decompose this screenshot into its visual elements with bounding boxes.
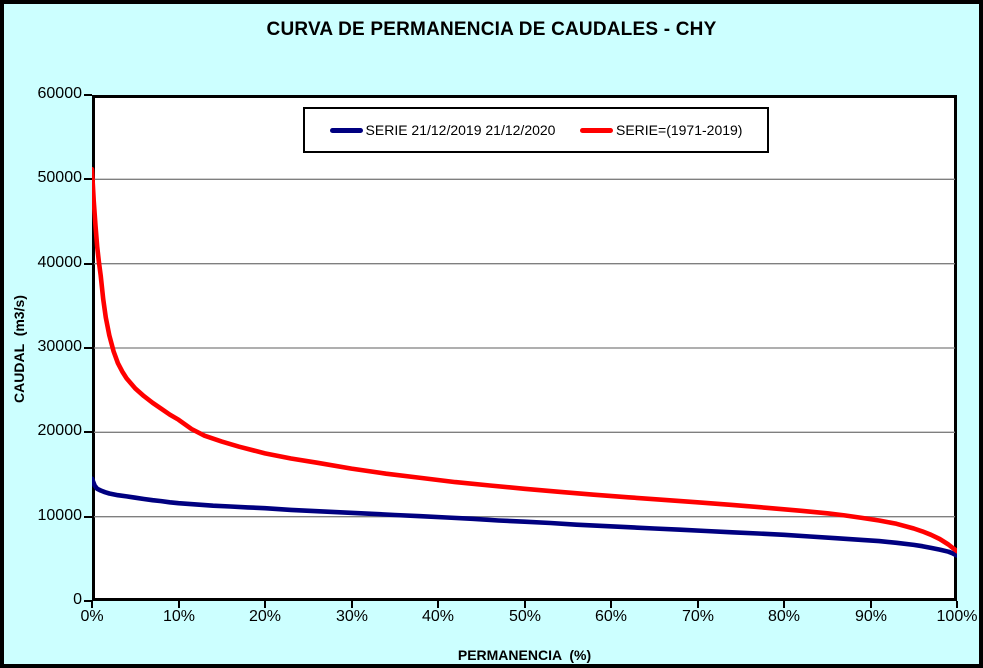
y-axis-tick-mark bbox=[84, 347, 92, 349]
legend-entry-series-2019-2020: SERIE 21/12/2019 21/12/2020 bbox=[329, 122, 556, 138]
x-axis-tick-mark bbox=[697, 601, 699, 608]
x-axis-tick-label: 50% bbox=[508, 608, 542, 625]
x-axis-tick-label: 0% bbox=[80, 608, 104, 625]
x-axis-tick-label: 80% bbox=[767, 608, 801, 625]
x-axis-tick-mark bbox=[351, 601, 353, 608]
x-axis-title: PERMANENCIA (%) bbox=[457, 647, 592, 663]
legend-label: SERIE=(1971-2019) bbox=[616, 122, 743, 138]
plot-area bbox=[92, 95, 957, 601]
y-axis-tick-label: 0 bbox=[73, 591, 82, 608]
x-axis-tick-label: 90% bbox=[854, 608, 888, 625]
y-axis-tick-label: 60000 bbox=[37, 85, 83, 102]
blue-line-swatch bbox=[329, 127, 363, 133]
x-axis-tick-label: 40% bbox=[421, 608, 455, 625]
series-line-1 bbox=[92, 166, 957, 554]
y-axis-tick-label: 20000 bbox=[37, 422, 83, 439]
chart-title: CURVA DE PERMANENCIA DE CAUDALES - CHY bbox=[266, 19, 717, 40]
red-line-swatch bbox=[580, 127, 613, 133]
legend: SERIE 21/12/2019 21/12/2020 SERIE=(1971-… bbox=[303, 107, 769, 153]
x-axis-tick-mark bbox=[91, 601, 93, 608]
x-axis-tick-mark bbox=[264, 601, 266, 608]
x-axis-tick-label: 20% bbox=[248, 608, 282, 625]
y-axis-tick-mark bbox=[84, 431, 92, 433]
y-axis-tick-label: 50000 bbox=[37, 169, 83, 186]
y-axis-tick-mark bbox=[84, 516, 92, 518]
y-axis-title: CAUDAL (m3/s) bbox=[11, 295, 27, 403]
y-axis-tick-label: 30000 bbox=[37, 338, 83, 355]
y-axis-tick-mark bbox=[84, 178, 92, 180]
x-axis-tick-mark bbox=[178, 601, 180, 608]
legend-label: SERIE 21/12/2019 21/12/2020 bbox=[365, 122, 556, 138]
y-axis-tick-mark bbox=[84, 263, 92, 265]
x-axis-tick-label: 100% bbox=[936, 608, 978, 625]
y-axis-tick-label: 40000 bbox=[37, 254, 83, 271]
x-axis-tick-mark bbox=[956, 601, 958, 608]
x-axis-tick-label: 10% bbox=[162, 608, 196, 625]
y-axis-tick-mark bbox=[84, 600, 92, 602]
y-axis-tick-mark bbox=[84, 94, 92, 96]
x-axis-tick-mark bbox=[437, 601, 439, 608]
series-plot bbox=[92, 95, 957, 601]
x-axis-tick-label: 30% bbox=[335, 608, 369, 625]
x-axis-tick-label: 60% bbox=[594, 608, 628, 625]
x-axis-tick-mark bbox=[783, 601, 785, 608]
series-line-0 bbox=[92, 476, 957, 558]
y-axis-tick-label: 10000 bbox=[37, 507, 83, 524]
legend-entry-series-1971-2019: SERIE=(1971-2019) bbox=[580, 122, 742, 138]
x-axis-tick-label: 70% bbox=[681, 608, 715, 625]
x-axis-tick-mark bbox=[524, 601, 526, 608]
x-axis-tick-mark bbox=[610, 601, 612, 608]
x-axis-tick-mark bbox=[870, 601, 872, 608]
